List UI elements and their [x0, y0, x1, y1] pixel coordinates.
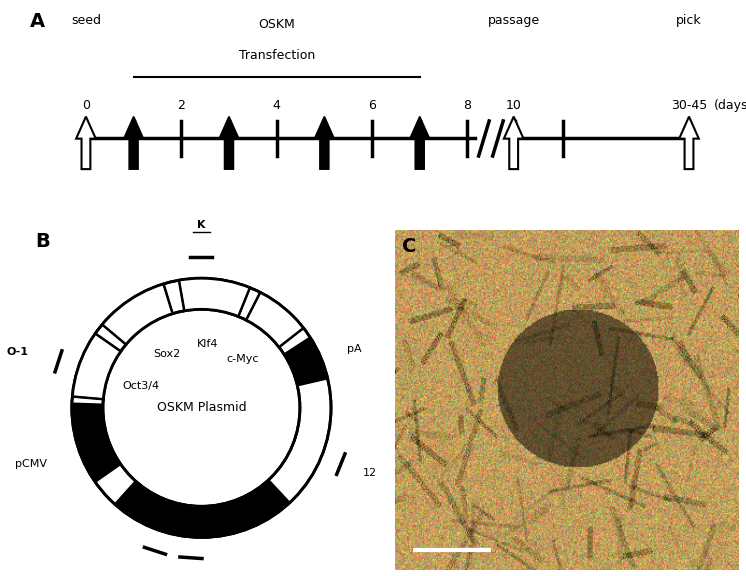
- Wedge shape: [102, 284, 172, 344]
- Text: seed: seed: [71, 14, 101, 27]
- Text: A: A: [30, 12, 45, 31]
- Text: 12: 12: [363, 468, 377, 478]
- Polygon shape: [410, 116, 430, 169]
- Polygon shape: [504, 116, 524, 169]
- Text: Klf4: Klf4: [198, 339, 219, 349]
- Text: 30-45: 30-45: [671, 99, 707, 112]
- Text: 10: 10: [506, 99, 521, 112]
- Text: OSKM Plasmid: OSKM Plasmid: [157, 401, 246, 414]
- Polygon shape: [679, 116, 699, 169]
- Text: 2: 2: [178, 99, 185, 112]
- Text: Sox2: Sox2: [153, 349, 181, 359]
- Text: c-Myc: c-Myc: [226, 354, 259, 364]
- Wedge shape: [72, 334, 121, 399]
- Polygon shape: [124, 116, 143, 169]
- Text: 6: 6: [368, 99, 376, 112]
- Polygon shape: [315, 116, 334, 169]
- Text: K: K: [197, 220, 206, 230]
- Text: B: B: [36, 232, 50, 251]
- Polygon shape: [76, 116, 95, 169]
- Text: 8: 8: [463, 99, 471, 112]
- Text: Oct3/4: Oct3/4: [123, 381, 160, 391]
- Wedge shape: [246, 293, 304, 347]
- Text: 4: 4: [273, 99, 280, 112]
- Wedge shape: [115, 480, 289, 537]
- Text: pA: pA: [347, 344, 362, 354]
- Wedge shape: [72, 403, 121, 482]
- Wedge shape: [179, 278, 250, 316]
- Text: C: C: [402, 237, 416, 256]
- Polygon shape: [219, 116, 239, 169]
- Text: passage: passage: [488, 14, 540, 27]
- Text: OSKM: OSKM: [258, 18, 295, 31]
- Text: O-1: O-1: [7, 347, 29, 357]
- Text: 0: 0: [82, 99, 90, 112]
- Text: (days): (days): [713, 99, 746, 112]
- Text: pCMV: pCMV: [15, 459, 47, 469]
- Wedge shape: [284, 337, 327, 386]
- Text: pick: pick: [676, 14, 702, 27]
- Text: Transfection: Transfection: [239, 49, 315, 62]
